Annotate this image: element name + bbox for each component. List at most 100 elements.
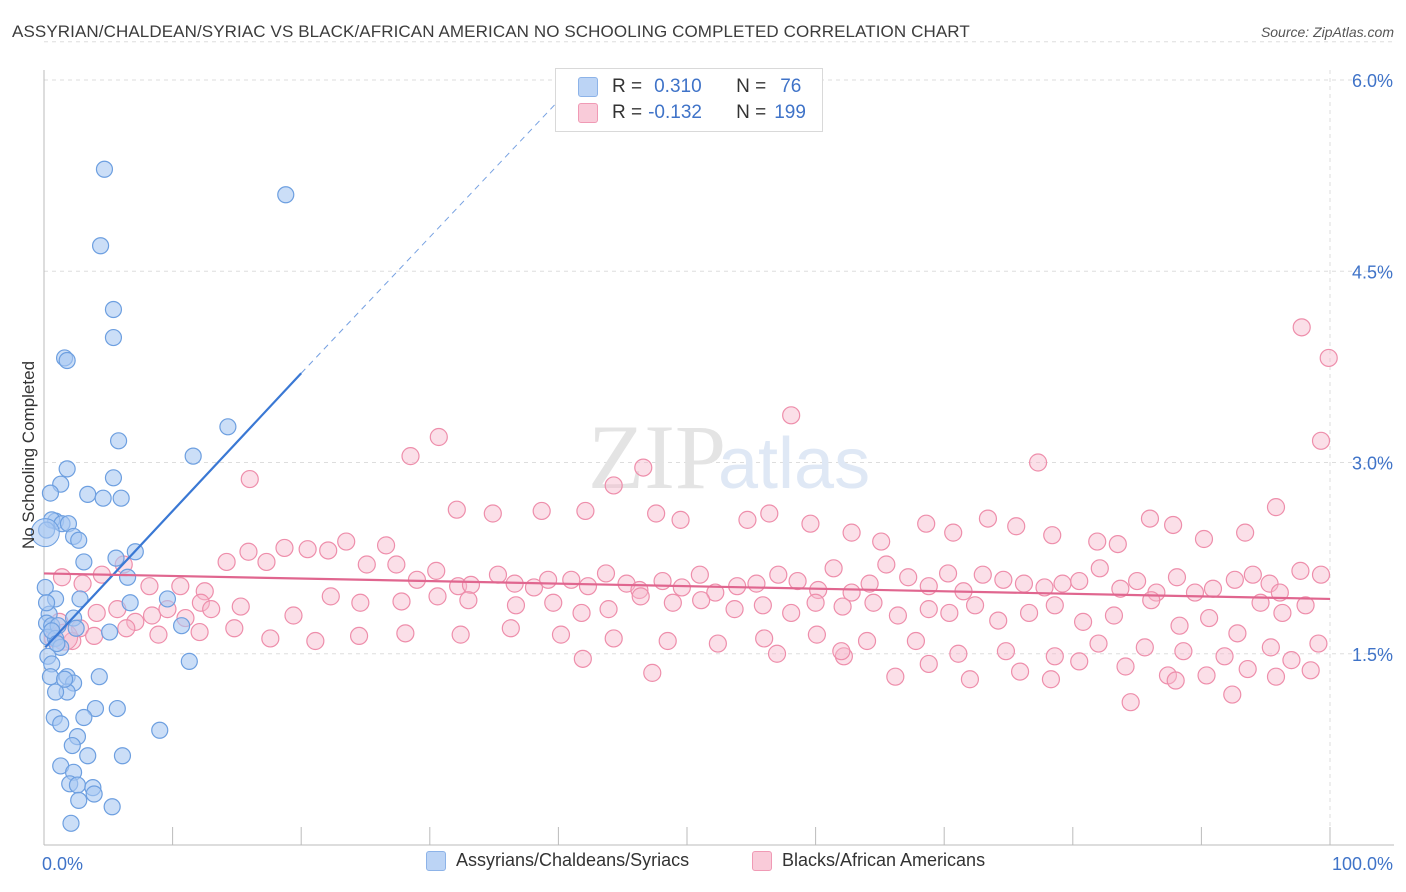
data-point: [103, 798, 121, 816]
data-point: [501, 619, 520, 638]
data-point: [1273, 603, 1292, 623]
data-point: [219, 418, 237, 436]
data-point: [451, 625, 470, 644]
data-point: [801, 514, 820, 533]
data-point: [994, 570, 1013, 589]
data-point: [989, 611, 1008, 630]
data-point: [112, 489, 130, 507]
trendline-blue: [44, 372, 303, 649]
data-point: [1111, 579, 1130, 598]
data-point: [298, 540, 317, 559]
data-point: [48, 634, 66, 653]
data-point: [877, 555, 896, 574]
data-point: [240, 469, 259, 489]
legend-n-value: 76: [780, 76, 802, 97]
y-tick-label: 4.5%: [1352, 262, 1393, 282]
legend-r-value: -0.132: [648, 102, 702, 123]
data-point: [107, 549, 125, 567]
data-point: [690, 565, 709, 584]
data-point: [1243, 565, 1262, 584]
bottom-legend-swatch-blue: [426, 850, 446, 871]
data-point: [180, 652, 198, 671]
data-point: [672, 578, 691, 597]
data-point: [68, 776, 87, 794]
data-point: [173, 617, 191, 635]
data-point: [1301, 661, 1320, 680]
source-label: Source: ZipAtlas.com: [1260, 24, 1394, 40]
data-point: [919, 600, 938, 619]
data-point: [109, 432, 128, 450]
data-point: [1116, 657, 1135, 676]
data-point: [1291, 561, 1310, 580]
data-point: [184, 447, 202, 465]
data-point: [973, 565, 992, 584]
trendlines: [43, 73, 1331, 649]
bottom-legend-label-pink: Blacks/African Americans: [782, 850, 986, 870]
data-point: [692, 591, 711, 610]
data-point: [461, 575, 481, 595]
data-point: [663, 593, 682, 612]
data-point: [782, 406, 801, 425]
legend-n-label: N =: [736, 102, 767, 123]
data-point: [284, 606, 303, 625]
data-point: [1140, 509, 1160, 528]
legend-box: R = 0.310 N = 76 R = -0.132 N = 199: [555, 68, 823, 132]
data-point: [447, 500, 466, 519]
data-point: [1223, 685, 1242, 704]
data-point: [832, 642, 851, 661]
data-point: [67, 619, 85, 637]
data-point: [58, 460, 76, 478]
data-point: [121, 594, 139, 612]
data-point: [1070, 571, 1089, 591]
data-point: [117, 619, 136, 638]
data-point: [1282, 651, 1301, 670]
data-point: [1043, 526, 1062, 545]
data-point: [886, 667, 905, 686]
data-point: [539, 570, 558, 589]
data-point: [337, 532, 356, 551]
legend-n-value: 199: [774, 102, 806, 123]
data-point: [41, 668, 60, 686]
data-point: [782, 603, 801, 623]
data-point: [275, 538, 294, 558]
data-point: [572, 603, 591, 623]
data-point: [1121, 693, 1140, 712]
data-point: [191, 593, 210, 612]
data-point: [94, 489, 112, 507]
data-point: [906, 631, 926, 651]
data-point: [1164, 515, 1183, 535]
data-point: [70, 531, 88, 549]
data-point: [806, 593, 825, 612]
bottom-legend-label-blue: Assyrians/Chaldeans/Syriacs: [456, 850, 690, 870]
data-point: [321, 587, 340, 606]
data-point: [706, 583, 725, 602]
bottom-legend-swatch-pink: [752, 850, 772, 871]
data-point: [349, 626, 369, 646]
data-point: [576, 501, 595, 521]
data-point: [1090, 559, 1109, 578]
data-point: [769, 565, 788, 584]
data-point: [1203, 579, 1223, 598]
data-point: [95, 160, 114, 178]
data-point: [392, 592, 411, 611]
data-point: [544, 593, 563, 612]
trendline-pink: [43, 572, 1331, 601]
data-point: [459, 591, 478, 610]
data-point: [79, 747, 97, 765]
data-point: [70, 791, 88, 809]
axes: [43, 70, 1394, 846]
data-point: [833, 597, 852, 616]
data-point: [41, 484, 60, 502]
data-point: [842, 523, 861, 542]
data-point: [158, 590, 177, 608]
legend-swatch-pink: [578, 103, 598, 123]
data-point: [1053, 574, 1072, 593]
data-point: [1089, 634, 1108, 653]
data-point: [1311, 565, 1331, 584]
data-point: [1041, 670, 1061, 689]
data-point: [79, 485, 97, 503]
data-point: [1028, 453, 1048, 472]
data-point: [917, 514, 936, 533]
data-point: [753, 596, 772, 615]
data-point: [599, 600, 618, 619]
